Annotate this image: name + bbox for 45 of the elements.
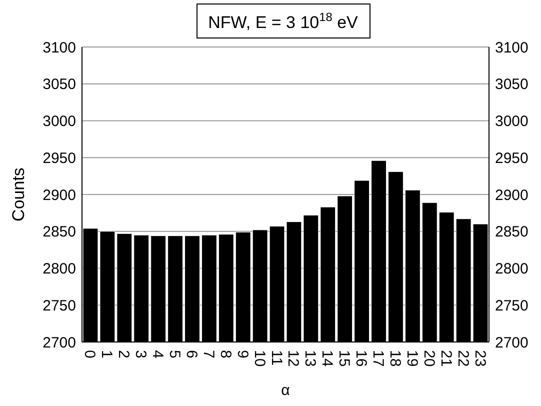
x-tick-label: 15 bbox=[336, 350, 353, 367]
x-tick-label: 8 bbox=[216, 350, 234, 358]
x-tick-label: 14 bbox=[318, 350, 336, 367]
x-tick-label: 1 bbox=[98, 350, 116, 358]
y2-tick-label: 2750 bbox=[495, 297, 528, 314]
y2-tick-label: 2850 bbox=[495, 224, 528, 241]
y2-tick-label: 2900 bbox=[495, 186, 528, 204]
y-tick-label: 2900 bbox=[42, 186, 76, 204]
y2-tick-label: 2700 bbox=[495, 334, 528, 352]
y-axis-title: Counts bbox=[9, 168, 28, 222]
x-tick-label: 22 bbox=[454, 350, 472, 367]
chart-title: NFW, E = 3 10$^{18}$ eV bbox=[208, 10, 359, 32]
x-tick-label: 4 bbox=[149, 350, 166, 358]
x-tick-label: 9 bbox=[234, 350, 251, 358]
y2-tick-label: 3000 bbox=[495, 113, 528, 130]
x-tick-label: 17 bbox=[370, 350, 387, 367]
x-tick-label: 2 bbox=[115, 350, 132, 358]
x-tick-label: 11 bbox=[268, 350, 285, 366]
x-tick-label: 16 bbox=[352, 350, 370, 367]
x-axis-title: α bbox=[281, 382, 290, 399]
y2-tick-label: 2800 bbox=[495, 260, 528, 278]
x-tick-label: 10 bbox=[250, 350, 268, 367]
x-tick-label: 5 bbox=[166, 350, 184, 358]
y-tick-label: 3050 bbox=[42, 76, 76, 94]
x-tick-label: 21 bbox=[437, 350, 454, 367]
y2-tick-label: 2950 bbox=[495, 150, 528, 167]
x-tick-label: 0 bbox=[81, 350, 98, 358]
y-tick-label: 2750 bbox=[42, 297, 76, 314]
y-tick-label: 2800 bbox=[42, 260, 76, 278]
x-tick-label: 12 bbox=[284, 350, 302, 367]
x-tick-label: 7 bbox=[200, 350, 217, 358]
x-tick-label: 6 bbox=[182, 350, 200, 358]
y-tick-label: 2850 bbox=[42, 224, 76, 241]
y-tick-label: 3000 bbox=[42, 113, 76, 130]
x-tick-label: 23 bbox=[471, 350, 488, 367]
x-tick-label: 19 bbox=[403, 350, 420, 367]
y2-tick-label: 3050 bbox=[495, 76, 528, 94]
y2-tick-label: 3100 bbox=[495, 39, 528, 56]
x-tick-label: 13 bbox=[302, 350, 319, 367]
y-tick-label: 2950 bbox=[42, 150, 76, 167]
y-tick-label: 3100 bbox=[42, 39, 76, 56]
x-tick-label: 20 bbox=[420, 350, 438, 367]
y-tick-label: 2700 bbox=[42, 334, 76, 352]
x-tick-label: 18 bbox=[386, 350, 404, 367]
x-tick-label: 3 bbox=[132, 350, 150, 358]
